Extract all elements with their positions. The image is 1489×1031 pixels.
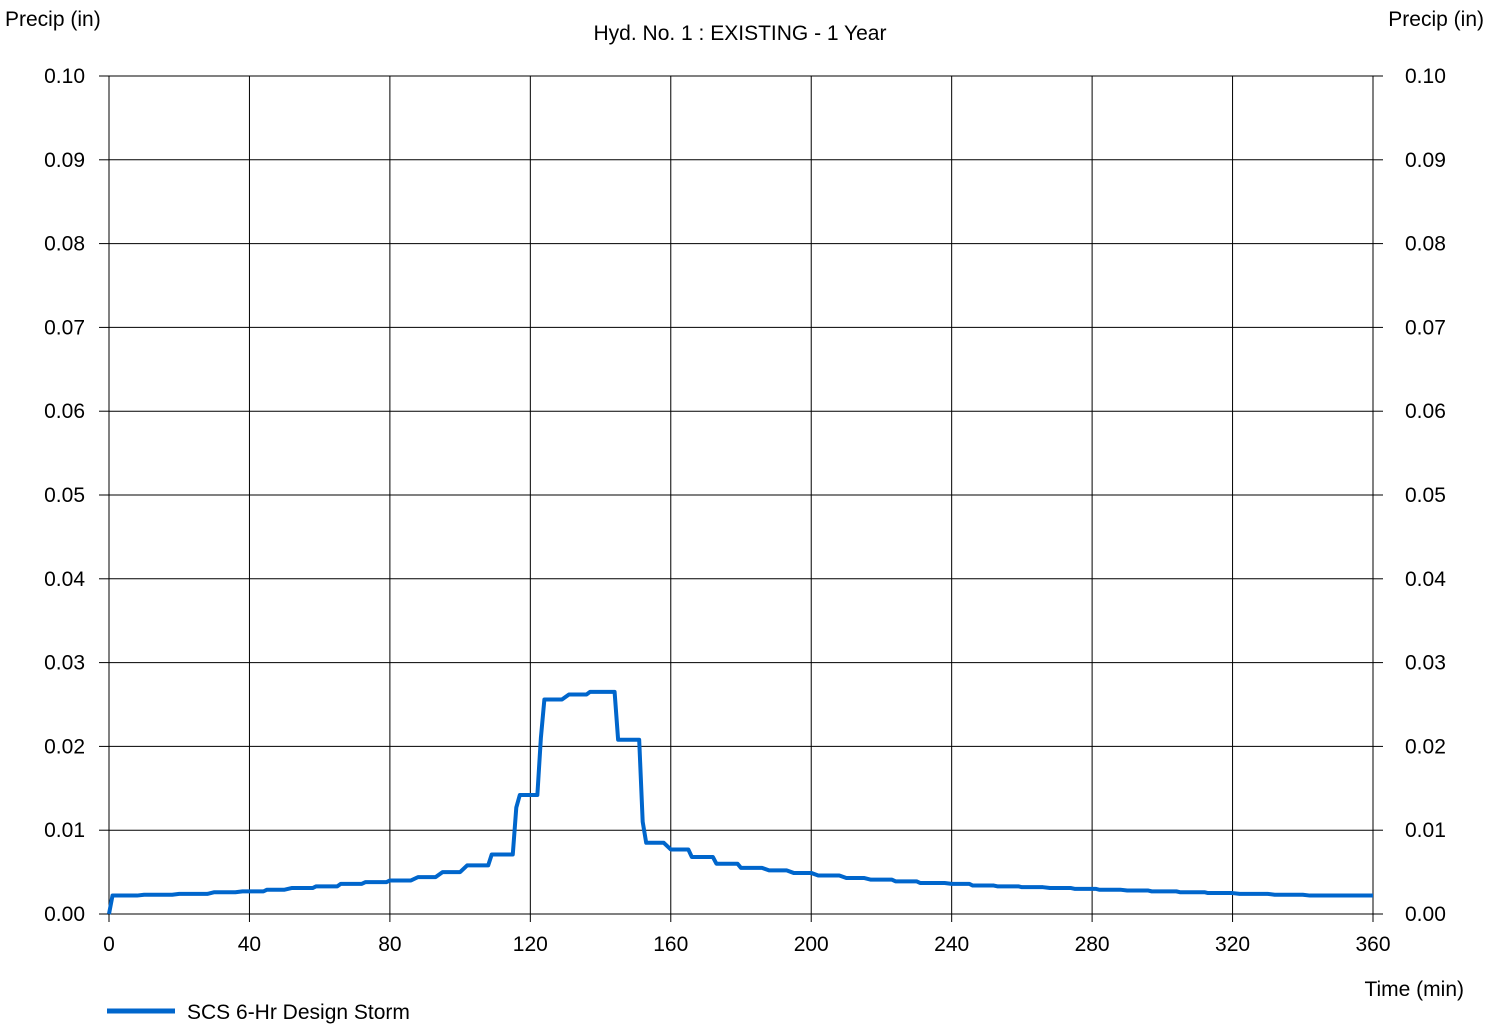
y-tick-label-left: 0.09 [44,149,85,172]
x-tick-label: 200 [794,933,829,956]
y-tick-label-right: 0.01 [1405,819,1446,842]
legend-label: SCS 6-Hr Design Storm [187,1001,410,1024]
tick-labels: 0 40 80 120 160 200 240 280 320 360 0.00 0.00 0.01 0.… [44,65,1446,956]
y-tick-label-left: 0.03 [44,652,85,675]
series-layer [107,689,1373,915]
y-tick-label-left: 0.06 [44,400,85,423]
y-tick-label-left: 0.00 [44,903,85,926]
y-tick-label-left: 0.05 [44,484,85,507]
y-tick-label-right: 0.09 [1405,149,1446,172]
y-tick-label-left: 0.01 [44,819,85,842]
x-tick-label: 320 [1215,933,1250,956]
y-tick-label-right: 0.02 [1405,735,1446,758]
grid [108,75,1374,915]
y-tick-label-left: 0.07 [44,316,85,339]
y-tick-label-left: 0.10 [44,65,85,88]
x-tick-label: 240 [934,933,969,956]
x-tick-label: 280 [1075,933,1110,956]
y-tick-label-right: 0.03 [1405,652,1446,675]
y-tick-label-left: 0.04 [44,568,85,591]
x-tick-label: 120 [513,933,548,956]
legend: SCS 6-Hr Design Storm [107,1001,410,1024]
x-tick-label: 80 [378,933,401,956]
y-tick-label-left: 0.02 [44,735,85,758]
y-tick-label-left: 0.08 [44,233,85,256]
series-line [107,689,1373,915]
y-axis-label-left: Precip (in) [5,8,101,31]
y-tick-label-right: 0.05 [1405,484,1446,507]
y-tick-label-right: 0.07 [1405,316,1446,339]
y-tick-label-right: 0.04 [1405,568,1446,591]
x-tick-label: 360 [1355,933,1390,956]
y-axis-label-right: Precip (in) [1388,8,1484,31]
x-tick-label: 40 [238,933,261,956]
y-tick-label-right: 0.10 [1405,65,1446,88]
axis-ticks [99,75,1383,922]
chart-subtitle: Hyd. No. 1 : EXISTING - 1 Year [594,22,887,45]
x-axis-label: Time (min) [1364,978,1464,1001]
x-tick-label: 160 [653,933,688,956]
y-tick-label-right: 0.08 [1405,233,1446,256]
y-tick-label-right: 0.06 [1405,400,1446,423]
y-tick-label-right: 0.00 [1405,903,1446,926]
x-tick-label: 0 [103,933,115,956]
